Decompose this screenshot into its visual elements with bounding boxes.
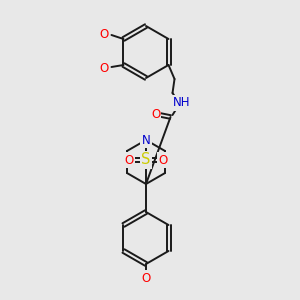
Text: O: O (158, 154, 168, 166)
Text: O: O (151, 109, 160, 122)
Text: O: O (100, 28, 109, 40)
Text: O: O (141, 272, 151, 284)
Text: O: O (100, 61, 109, 74)
Text: NH: NH (173, 97, 190, 110)
Text: N: N (142, 134, 150, 146)
Text: S: S (141, 152, 151, 167)
Text: O: O (124, 154, 134, 166)
